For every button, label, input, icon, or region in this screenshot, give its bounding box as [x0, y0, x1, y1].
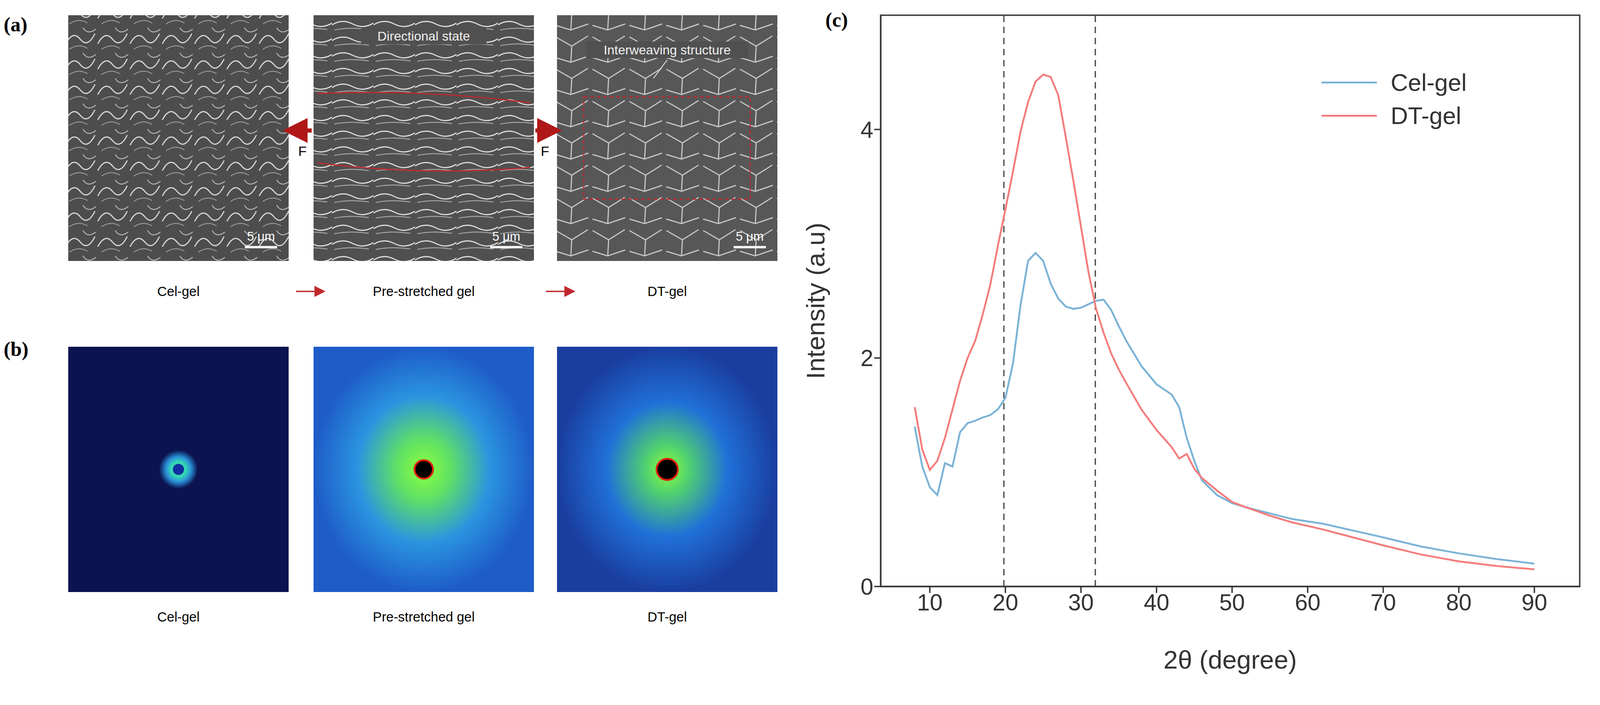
- html-text:(c): (c): [825, 8, 848, 32]
- svg-text:20: 20: [992, 589, 1019, 616]
- svg-text:5 μm: 5 μm: [247, 229, 276, 244]
- svg-text:Directional state: Directional state: [377, 29, 471, 44]
- svg-text:4: 4: [860, 117, 874, 143]
- svg-text:70: 70: [1370, 589, 1397, 616]
- svg-text:90: 90: [1521, 589, 1548, 616]
- svg-text:F: F: [540, 143, 550, 159]
- svg-text:Pre-stretched gel: Pre-stretched gel: [373, 609, 475, 625]
- svg-text:DT-gel: DT-gel: [647, 609, 687, 625]
- svg-text:5 μm: 5 μm: [492, 229, 521, 244]
- svg-text:10: 10: [917, 589, 943, 616]
- svg-text:5 μm: 5 μm: [735, 229, 765, 244]
- svg-text:(b): (b): [3, 337, 29, 361]
- svg-text:60: 60: [1294, 589, 1321, 616]
- svg-text:Interweaving structure: Interweaving structure: [603, 42, 731, 58]
- html-text:DT-gel: DT-gel: [1390, 102, 1462, 130]
- html-text:Cel-gel: Cel-gel: [1390, 69, 1467, 96]
- svg-text:2θ (degree): 2θ (degree): [1163, 645, 1298, 675]
- svg-text:(a): (a): [3, 13, 28, 36]
- svg-text:F: F: [298, 143, 307, 159]
- svg-text:Intensity (a.u): Intensity (a.u): [800, 222, 830, 380]
- svg-text:0: 0: [860, 574, 874, 600]
- svg-text:40: 40: [1143, 589, 1170, 616]
- svg-text:2: 2: [860, 345, 874, 372]
- svg-text:Pre-stretched gel: Pre-stretched gel: [373, 284, 475, 299]
- svg-text:30: 30: [1068, 589, 1095, 616]
- svg-text:DT-gel: DT-gel: [647, 284, 687, 299]
- svg-text:Cel-gel: Cel-gel: [157, 609, 200, 625]
- svg-text:50: 50: [1219, 589, 1245, 616]
- svg-text:80: 80: [1445, 589, 1472, 616]
- svg-text:Cel-gel: Cel-gel: [157, 284, 200, 299]
